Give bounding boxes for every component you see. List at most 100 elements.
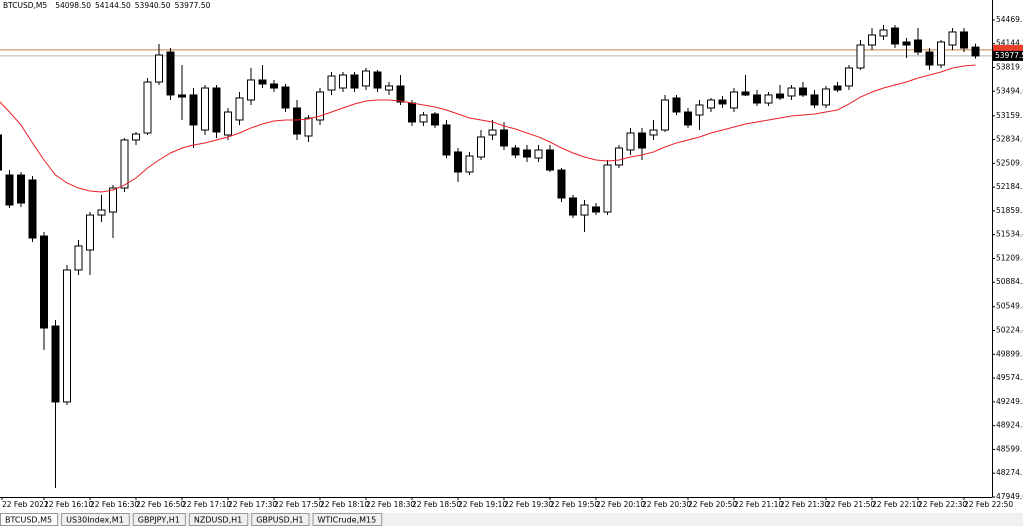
y-tick-label: 48599.15 <box>996 444 1023 453</box>
candle-body <box>442 124 451 156</box>
candle-body <box>534 149 543 159</box>
x-tick-label: 22 Feb 21:30 <box>780 500 829 509</box>
y-tick-label: 51534.45 <box>996 230 1023 239</box>
candle-body <box>74 245 83 271</box>
candle-body <box>304 117 313 137</box>
candle-body <box>580 204 589 216</box>
candle-body <box>316 91 324 121</box>
y-tick-label: 51859.50 <box>996 206 1023 215</box>
tab[interactable]: GBPJPY,H1 <box>132 513 186 526</box>
candle-body <box>362 70 370 87</box>
candle-body <box>0 134 2 171</box>
x-tick-label: 22 Feb 22:10 <box>872 500 921 509</box>
candle-body <box>178 94 186 98</box>
candle-body <box>247 79 255 101</box>
candle-body <box>787 87 796 97</box>
candle-body <box>879 29 888 37</box>
x-tick-label: 22 Feb 22:30 <box>918 500 967 509</box>
candle-body <box>511 147 520 156</box>
candle-body <box>730 91 738 109</box>
candle-body <box>603 164 612 213</box>
moving-average <box>0 64 976 193</box>
tab[interactable]: BTCUSD,M5 <box>0 513 59 526</box>
candle-body <box>97 209 106 216</box>
candle-body <box>212 87 221 133</box>
header-value: 53940.50 <box>135 1 171 10</box>
x-tick-label: 22 Feb 19:10 <box>458 500 507 509</box>
bid-label: 53977.50 <box>995 51 1023 60</box>
candle-body <box>914 39 922 53</box>
candle-body <box>109 187 117 213</box>
x-tick-label: 22 Feb 20:10 <box>596 500 645 509</box>
y-tick-label: 53494.60 <box>996 86 1023 95</box>
tab[interactable]: NZDUSD,H1 <box>188 513 249 526</box>
candle-body <box>856 44 865 69</box>
y-tick-label: 49899.35 <box>996 349 1023 358</box>
y-tick-label: 49249.25 <box>996 397 1023 406</box>
candle-body <box>132 133 140 141</box>
header-value: 54144.50 <box>95 1 131 10</box>
x-tick-label: 22 Feb 21:10 <box>734 500 783 509</box>
x-tick-label: 22 Feb 2021 <box>2 500 49 509</box>
candle-body <box>293 107 301 135</box>
candle-body <box>224 111 232 136</box>
candle-body <box>948 31 957 46</box>
candle-body <box>845 67 853 87</box>
x-tick-label: 22 Feb 16:30 <box>90 500 139 509</box>
candle-body <box>960 31 968 49</box>
tab-label: WTICrude,M15 <box>318 516 377 525</box>
candle-body <box>741 91 750 96</box>
candle-body <box>201 87 209 131</box>
x-tick-label: 22 Feb 20:30 <box>642 500 691 509</box>
candle-body <box>350 74 359 89</box>
candle-body <box>833 85 842 91</box>
candle-body <box>776 93 784 99</box>
y-tick-label: 52184.55 <box>996 182 1023 191</box>
y-tick-label: 53159.70 <box>996 111 1023 120</box>
candle-body <box>281 86 290 109</box>
candle-body <box>385 85 393 91</box>
candle-body <box>799 87 807 96</box>
candle-body <box>339 74 347 89</box>
candle-body <box>523 149 531 158</box>
candle-body <box>672 97 681 113</box>
candle-body <box>120 139 129 189</box>
x-tick-label: 22 Feb 21:50 <box>826 500 875 509</box>
y-tick-label: 50884.35 <box>996 277 1023 286</box>
candle-body <box>971 46 980 57</box>
tab-label: NZDUSD,H1 <box>194 516 242 525</box>
candle-body <box>615 147 623 166</box>
header-value: 54098.50 <box>55 1 91 10</box>
tab[interactable]: GBPUSD,H1 <box>251 513 310 526</box>
candle-body <box>63 269 71 403</box>
y-tick-label: 52509.60 <box>996 158 1023 167</box>
bid-box <box>993 50 1023 61</box>
candle-body <box>396 85 405 103</box>
candle-body <box>891 27 899 45</box>
header-value: 53977.50 <box>175 1 211 10</box>
y-tick-label: 51209.40 <box>996 253 1023 262</box>
plot-area <box>0 25 992 489</box>
candle-body <box>408 102 416 123</box>
x-tick-label: 22 Feb 19:50 <box>550 500 599 509</box>
candle-body <box>17 174 25 204</box>
y-tick-label: 52834.65 <box>996 135 1023 144</box>
x-tick-label: 22 Feb 16:50 <box>136 500 185 509</box>
y-tick-label: 48274.10 <box>996 468 1023 477</box>
candle-body <box>500 129 508 147</box>
candle-body <box>143 81 152 134</box>
y-tick-label: 50224.40 <box>996 326 1023 335</box>
candle-body <box>868 34 876 46</box>
x-tick-label: 22 Feb 17:50 <box>274 500 323 509</box>
x-tick-label: 22 Feb 18:30 <box>366 500 415 509</box>
tab-label: GBPUSD,H1 <box>256 516 303 525</box>
candle-body <box>166 51 175 96</box>
tab[interactable]: WTICrude,M15 <box>312 513 383 526</box>
tab[interactable]: US30Index,M1 <box>61 513 130 526</box>
candle-body <box>431 113 439 126</box>
candle-body <box>638 132 646 149</box>
chart-title: BTCUSD,M5 <box>3 1 47 10</box>
y-tick-label: 47949.05 <box>996 492 1023 501</box>
